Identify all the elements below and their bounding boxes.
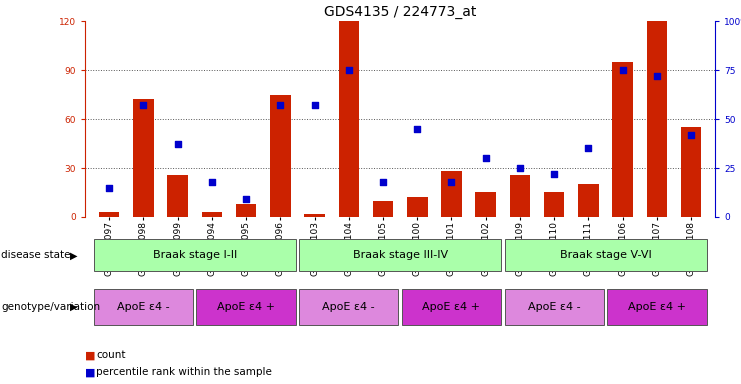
Text: ApoE ε4 +: ApoE ε4 +: [217, 302, 275, 312]
Point: [445, 179, 457, 185]
Bar: [299, 290, 399, 325]
Bar: [373, 201, 393, 217]
Text: ▶: ▶: [70, 302, 78, 312]
Point: [411, 126, 423, 132]
Text: percentile rank within the sample: percentile rank within the sample: [96, 367, 272, 377]
Bar: [299, 239, 501, 271]
Point: [206, 179, 218, 185]
Point: [240, 196, 252, 202]
Point: [582, 146, 594, 152]
Point: [548, 171, 560, 177]
Bar: [476, 192, 496, 217]
Bar: [441, 171, 462, 217]
Bar: [681, 127, 702, 217]
Bar: [167, 175, 188, 217]
Text: ApoE ε4 +: ApoE ε4 +: [422, 302, 480, 312]
Bar: [94, 290, 193, 325]
Bar: [99, 212, 119, 217]
Text: ▶: ▶: [70, 250, 78, 260]
Text: ■: ■: [85, 350, 96, 360]
Text: ■: ■: [85, 367, 96, 377]
Bar: [196, 290, 296, 325]
Point: [377, 179, 389, 185]
Text: disease state: disease state: [1, 250, 71, 260]
Text: Braak stage III-IV: Braak stage III-IV: [353, 250, 448, 260]
Title: GDS4135 / 224773_at: GDS4135 / 224773_at: [324, 5, 476, 19]
Bar: [94, 239, 296, 271]
Bar: [544, 192, 565, 217]
Bar: [339, 21, 359, 217]
Point: [514, 165, 526, 171]
Point: [274, 102, 286, 108]
Bar: [407, 197, 428, 217]
Point: [479, 155, 491, 161]
Bar: [647, 21, 667, 217]
Bar: [510, 175, 531, 217]
Point: [138, 102, 150, 108]
Bar: [505, 239, 706, 271]
Text: ApoE ε4 -: ApoE ε4 -: [322, 302, 375, 312]
Bar: [133, 99, 153, 217]
Text: ApoE ε4 +: ApoE ε4 +: [628, 302, 686, 312]
Point: [172, 141, 184, 147]
Point: [103, 185, 115, 191]
Text: ApoE ε4 -: ApoE ε4 -: [528, 302, 580, 312]
Bar: [578, 184, 599, 217]
Bar: [305, 214, 325, 217]
Text: Braak stage V-VI: Braak stage V-VI: [559, 250, 651, 260]
Point: [309, 102, 321, 108]
Bar: [270, 94, 290, 217]
Point: [685, 132, 697, 138]
Bar: [505, 290, 604, 325]
Bar: [202, 212, 222, 217]
Text: ApoE ε4 -: ApoE ε4 -: [117, 302, 170, 312]
Bar: [402, 290, 501, 325]
Point: [343, 67, 355, 73]
Bar: [607, 290, 706, 325]
Text: Braak stage I-II: Braak stage I-II: [153, 250, 237, 260]
Text: genotype/variation: genotype/variation: [1, 302, 101, 312]
Point: [617, 67, 628, 73]
Text: count: count: [96, 350, 126, 360]
Point: [651, 73, 662, 79]
Bar: [612, 62, 633, 217]
Bar: [236, 204, 256, 217]
